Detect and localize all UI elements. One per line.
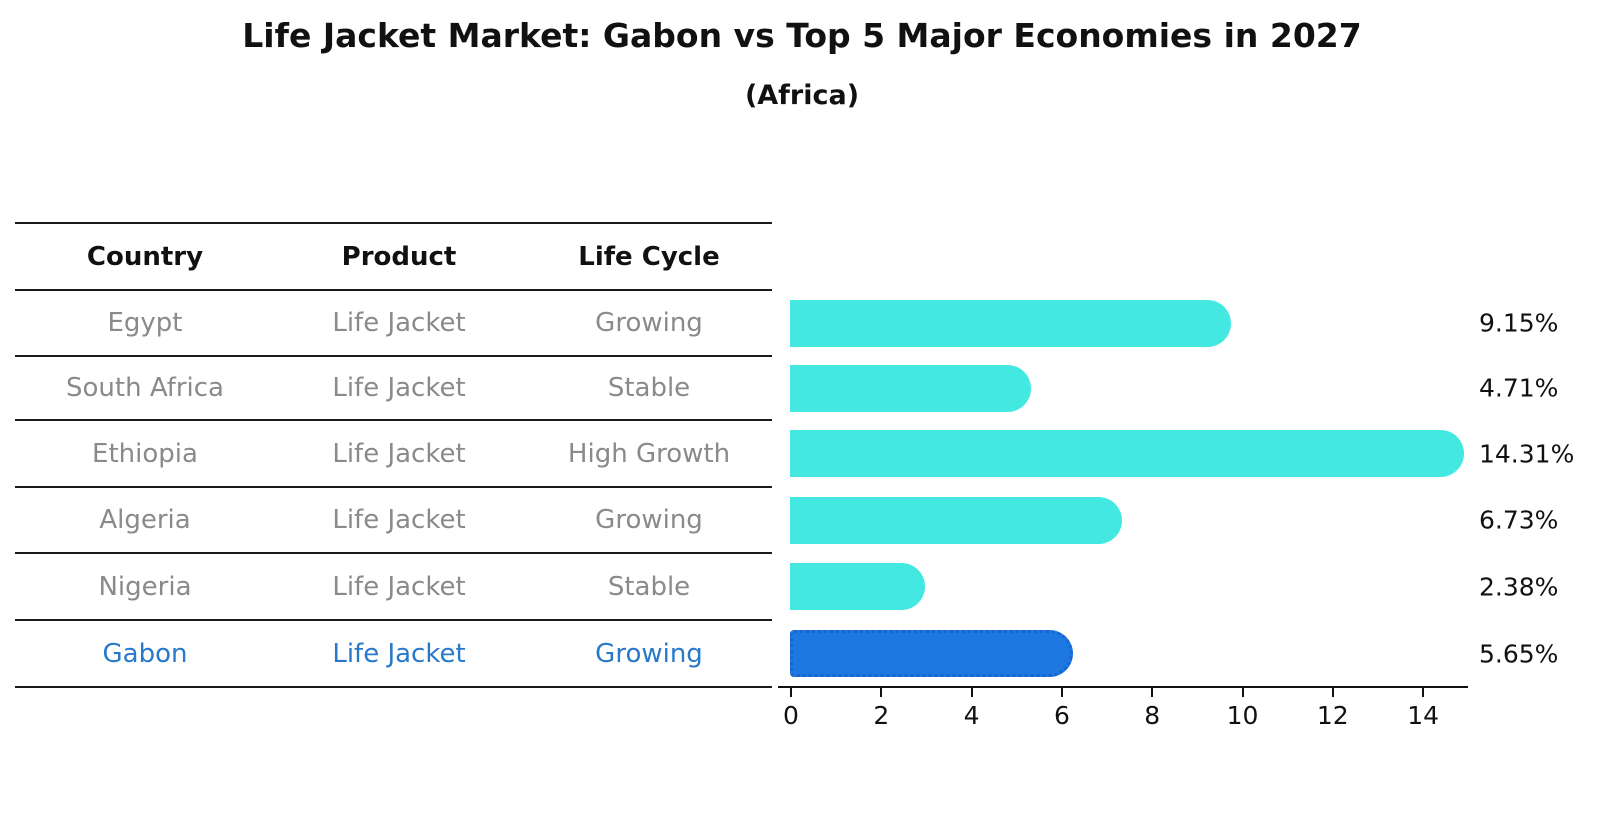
- value-label: 6.73%: [1479, 505, 1559, 535]
- value-label: 9.15%: [1479, 308, 1559, 338]
- table-divider: [15, 619, 772, 621]
- chart-subtitle: (Africa): [744, 80, 860, 111]
- chart-title: Life Jacket Market: Gabon vs Top 5 Major…: [242, 16, 1362, 55]
- table-cell-product: Life Jacket: [332, 438, 466, 469]
- value-label: 5.65%: [1479, 639, 1559, 668]
- table-divider: [15, 552, 772, 554]
- x-tick: [880, 688, 883, 697]
- x-tick-label: 12: [1316, 701, 1349, 730]
- table-cell-product: Life Jacket: [332, 373, 466, 403]
- bar-algeria: [790, 496, 1122, 544]
- table-divider: [15, 686, 772, 688]
- x-tick-label: 10: [1226, 701, 1259, 730]
- value-label: 2.38%: [1479, 572, 1559, 601]
- x-tick: [1241, 688, 1244, 697]
- x-tick: [1151, 688, 1154, 697]
- bar-south-africa: [790, 364, 1031, 412]
- x-tick-label: 14: [1407, 701, 1439, 730]
- bar-nigeria: [790, 563, 926, 610]
- table-cell-country: South Africa: [66, 373, 224, 403]
- table-cell-life-cycle: Stable: [607, 373, 691, 403]
- x-tick-label: 0: [783, 701, 799, 730]
- table-header-product: Product: [341, 241, 457, 272]
- table-cell-life-cycle: Growing: [595, 638, 703, 669]
- table-cell-product: Life Jacket: [332, 638, 466, 669]
- table-cell-country: Nigeria: [98, 571, 192, 602]
- table-header-life-cycle: Life Cycle: [578, 241, 720, 272]
- x-axis: [778, 685, 1468, 688]
- table-cell-country: Algeria: [99, 505, 191, 535]
- table-divider: [15, 486, 772, 488]
- bar-gabon: [790, 630, 1074, 677]
- table-cell-country: Egypt: [107, 308, 183, 338]
- bar-egypt: [790, 299, 1232, 347]
- table-divider: [15, 222, 772, 224]
- table-cell-life-cycle: Stable: [607, 571, 691, 602]
- table-divider: [15, 419, 772, 421]
- x-tick: [970, 688, 973, 697]
- value-label: 4.71%: [1479, 373, 1559, 403]
- x-tick: [1331, 688, 1334, 697]
- table-cell-product: Life Jacket: [332, 505, 466, 535]
- table-cell-country: Gabon: [102, 638, 188, 669]
- x-tick: [1422, 688, 1425, 697]
- table-cell-life-cycle: Growing: [595, 308, 703, 338]
- table-cell-product: Life Jacket: [332, 308, 466, 338]
- x-tick-label: 4: [963, 701, 980, 730]
- x-tick-label: 8: [1144, 701, 1161, 730]
- table-cell-life-cycle: Growing: [595, 505, 703, 535]
- x-tick: [1060, 688, 1063, 697]
- table-header-country: Country: [86, 241, 204, 272]
- table-cell-life-cycle: High Growth: [567, 438, 731, 469]
- bar-ethiopia: [790, 430, 1465, 477]
- table-cell-product: Life Jacket: [332, 571, 466, 602]
- table-cell-country: Ethiopia: [92, 438, 198, 469]
- table-divider: [15, 355, 772, 357]
- table-divider: [15, 289, 772, 291]
- value-label: 14.31%: [1479, 439, 1575, 468]
- x-tick-label: 2: [873, 701, 890, 730]
- x-tick: [790, 688, 792, 697]
- x-tick-label: 6: [1053, 701, 1070, 730]
